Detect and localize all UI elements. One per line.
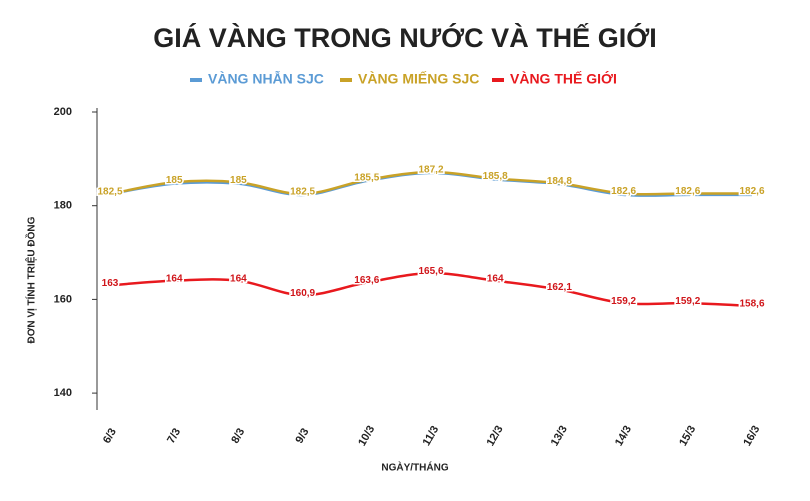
value-label: 185,5 [354,173,379,184]
x-tick-label: 10/3 [356,424,377,449]
x-tick-label: 16/3 [741,424,762,449]
y-tick-label: 160 [54,293,72,305]
x-tick-label: 8/3 [229,426,247,445]
value-label: 185,8 [483,171,508,182]
value-label: 160,9 [290,288,315,299]
x-tick-label: 7/3 [165,426,183,445]
legend-label: VÀNG THẾ GIỚI [510,70,617,87]
value-label: 185 [230,175,247,186]
y-tick-label: 180 [54,200,72,212]
chart-title: GIÁ VÀNG TRONG NƯỚC VÀ THẾ GIỚI [153,22,656,53]
value-label: 182,6 [611,186,636,197]
value-label: 163,6 [354,275,379,286]
value-label: 182,5 [97,187,122,198]
x-tick-label: 11/3 [421,424,442,448]
value-label: 164 [487,273,504,284]
y-tick-label: 140 [54,387,72,399]
x-tick-label: 12/3 [485,424,506,449]
x-tick-label: 15/3 [677,424,698,449]
series-line [109,170,752,196]
series-line [109,271,753,308]
value-label: 162,1 [547,282,572,293]
value-label: 182,6 [675,186,700,197]
y-tick-label: 200 [54,106,72,118]
value-label: 182,6 [739,186,764,197]
value-label: 163 [102,278,119,289]
value-label: 184,8 [547,176,572,187]
value-label: 187,2 [418,165,443,176]
x-tick-label: 6/3 [101,426,119,445]
value-label: 182,5 [290,187,315,198]
value-label: 159,2 [611,296,636,307]
value-label: 165,6 [418,266,443,277]
x-tick-label: 9/3 [293,426,311,445]
x-tick-label: 14/3 [613,424,634,449]
y-axis-title: ĐƠN VỊ TÍNH TRIỆU ĐỒNG [25,216,38,343]
value-label: 159,2 [675,296,700,307]
legend-label: VÀNG NHẪN SJC [208,71,324,87]
x-tick-label: 13/3 [549,424,570,449]
x-axis-title: NGÀY/THÁNG [381,461,448,474]
value-label: 164 [230,273,247,284]
series-line [109,171,752,197]
value-label: 164 [166,273,183,284]
value-label: 158,6 [739,299,764,310]
value-label: 185 [166,175,183,186]
legend-label: VÀNG MIẾNG SJC [358,71,479,87]
